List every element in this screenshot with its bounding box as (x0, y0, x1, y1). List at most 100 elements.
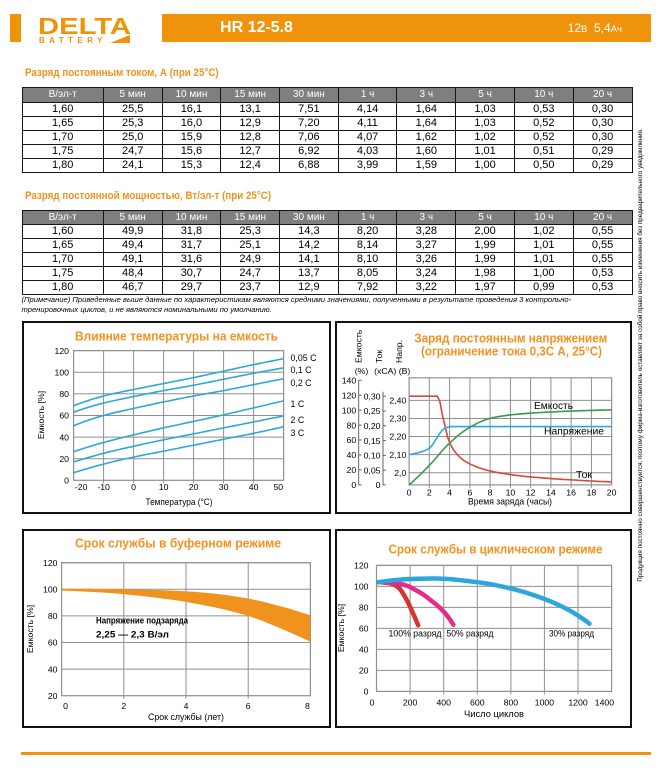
svg-text:600: 600 (470, 698, 485, 708)
svg-text:14: 14 (546, 488, 556, 498)
svg-text:Ток: Ток (374, 350, 384, 363)
svg-text:0: 0 (364, 687, 369, 697)
svg-text:0,10: 0,10 (364, 451, 381, 461)
svg-text:0: 0 (64, 476, 69, 486)
svg-text:0: 0 (407, 488, 412, 498)
svg-text:2,10: 2,10 (389, 450, 406, 460)
svg-text:10: 10 (158, 482, 168, 492)
svg-text:0: 0 (369, 698, 374, 708)
svg-text:0,2 C: 0,2 C (290, 378, 312, 388)
svg-text:Емкость: Емкость (354, 329, 364, 363)
svg-text:Срок службы в циклическом режи: Срок службы в циклическом режиме (389, 543, 603, 557)
svg-text:Срок службы (лет): Срок службы (лет) (148, 712, 224, 722)
svg-text:Продукция постоянно совершенст: Продукция постоянно совершенствуется, по… (636, 128, 644, 582)
svg-text:0,30: 0,30 (364, 391, 381, 401)
svg-text:120: 120 (342, 390, 357, 400)
svg-text:(ограничение тока 0,3С А, 25°С: (ограничение тока 0,3С А, 25°С) (421, 345, 602, 359)
svg-text:Емкость [%]: Емкость [%] (337, 604, 346, 652)
svg-text:80: 80 (59, 389, 69, 399)
svg-text:50% разряд: 50% разряд (447, 629, 495, 639)
svg-text:4: 4 (183, 701, 188, 711)
svg-text:0,15: 0,15 (364, 436, 381, 446)
svg-text:0,1 C: 0,1 C (290, 365, 312, 375)
svg-text:1 C: 1 C (290, 399, 304, 409)
svg-text:2,40: 2,40 (389, 396, 406, 406)
svg-text:6: 6 (245, 701, 250, 711)
svg-text:20: 20 (188, 482, 198, 492)
svg-text:1400: 1400 (595, 698, 614, 708)
svg-text:80: 80 (347, 420, 357, 430)
svg-text:20: 20 (359, 666, 369, 676)
svg-text:Температура (°C): Температура (°C) (145, 497, 212, 507)
svg-text:4: 4 (447, 488, 452, 498)
svg-text:Число циклов: Число циклов (464, 709, 524, 719)
svg-text:2: 2 (121, 701, 126, 711)
svg-text:40: 40 (59, 432, 69, 442)
svg-text:40: 40 (359, 645, 369, 655)
svg-text:Емкость [%]: Емкость [%] (36, 391, 46, 439)
svg-text:Срок службы в буферном режиме: Срок службы в буферном режиме (75, 537, 281, 551)
svg-text:(B): (B) (399, 366, 411, 376)
svg-text:0: 0 (376, 480, 381, 490)
svg-text:DELTA: DELTA (38, 13, 131, 39)
svg-text:2,30: 2,30 (389, 414, 406, 424)
svg-text:Емкость [%]: Емкость [%] (25, 605, 35, 653)
svg-text:Напряжение подзаряда: Напряжение подзаряда (96, 616, 189, 626)
svg-text:2,0: 2,0 (394, 468, 406, 478)
svg-text:0,25: 0,25 (364, 406, 381, 416)
svg-text:(%): (%) (355, 366, 369, 376)
svg-text:-20: -20 (74, 482, 87, 492)
svg-text:100: 100 (43, 585, 58, 595)
svg-text:30% разряд: 30% разряд (549, 629, 595, 639)
svg-text:100: 100 (342, 405, 357, 415)
svg-text:(xCA): (xCA) (374, 366, 396, 376)
svg-text:20: 20 (607, 488, 617, 498)
svg-text:8: 8 (488, 488, 493, 498)
svg-text:120: 120 (43, 558, 58, 568)
svg-text:60: 60 (47, 638, 57, 648)
svg-text:18: 18 (587, 488, 597, 498)
svg-text:20: 20 (59, 454, 69, 464)
svg-text:40: 40 (47, 664, 57, 674)
svg-text:200: 200 (403, 698, 418, 708)
svg-text:Напр.: Напр. (394, 340, 404, 363)
svg-text:2,25 — 2,3 В/эл: 2,25 — 2,3 В/эл (96, 630, 169, 640)
svg-text:120: 120 (354, 561, 369, 571)
svg-text:60: 60 (347, 435, 357, 445)
svg-text:Влияние температуры на емкость: Влияние температуры на емкость (75, 330, 278, 344)
svg-text:0: 0 (351, 480, 356, 490)
svg-text:30: 30 (218, 482, 228, 492)
svg-text:40: 40 (248, 482, 258, 492)
svg-text:0,05 C: 0,05 C (290, 353, 317, 363)
svg-text:50: 50 (273, 482, 283, 492)
svg-text:60: 60 (59, 411, 69, 421)
svg-text:100: 100 (354, 582, 369, 592)
svg-text:140: 140 (342, 375, 357, 385)
svg-text:Напряжение: Напряжение (544, 427, 604, 438)
svg-text:40: 40 (347, 450, 357, 460)
svg-text:Время заряда (часы): Время заряда (часы) (468, 497, 552, 507)
svg-text:0: 0 (63, 701, 68, 711)
svg-text:-10: -10 (97, 482, 110, 492)
svg-text:12: 12 (526, 488, 536, 498)
svg-text:2: 2 (427, 488, 432, 498)
svg-text:60: 60 (359, 624, 369, 634)
svg-text:0,05: 0,05 (364, 465, 381, 475)
svg-text:1200: 1200 (568, 698, 587, 708)
svg-text:10: 10 (506, 488, 516, 498)
svg-text:BATTERY: BATTERY (39, 36, 107, 45)
svg-text:20: 20 (347, 465, 357, 475)
svg-text:0: 0 (131, 482, 136, 492)
svg-text:8: 8 (304, 701, 309, 711)
svg-text:16: 16 (566, 488, 576, 498)
svg-text:6: 6 (467, 488, 472, 498)
svg-text:Ток: Ток (576, 470, 593, 481)
svg-text:2 C: 2 C (290, 415, 304, 425)
svg-text:120: 120 (54, 346, 69, 356)
svg-text:Емкость: Емкость (534, 401, 573, 412)
svg-text:80: 80 (359, 603, 369, 613)
svg-text:100: 100 (54, 367, 69, 377)
svg-text:1000: 1000 (535, 698, 554, 708)
svg-text:80: 80 (47, 611, 57, 621)
svg-text:100% разряд: 100% разряд (389, 629, 443, 639)
